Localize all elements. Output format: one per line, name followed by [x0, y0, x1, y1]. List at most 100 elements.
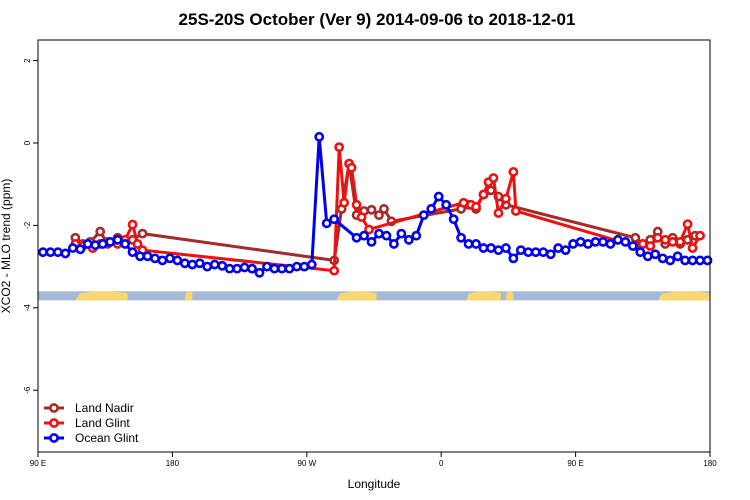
land-band-segment — [75, 291, 128, 301]
data-point — [150, 253, 160, 264]
data-point — [645, 241, 656, 251]
data-point — [478, 189, 489, 200]
data-point — [545, 249, 556, 260]
data-point — [508, 253, 519, 264]
data-point — [202, 261, 213, 272]
data-point — [291, 261, 302, 272]
data-point — [448, 214, 459, 225]
y-tick-label: 0 — [23, 140, 32, 145]
data-point — [627, 241, 638, 251]
data-point — [132, 239, 143, 249]
data-point — [334, 142, 345, 153]
data-point — [346, 162, 357, 173]
legend-entry: Land Glint — [44, 416, 130, 430]
data-point — [695, 255, 705, 266]
data-point — [667, 236, 678, 247]
data-point — [306, 259, 317, 270]
data-point — [299, 261, 310, 272]
x-axis-ticks: 90 E 180 90 W 0 90 E 180 — [30, 452, 717, 468]
data-point — [187, 259, 198, 270]
data-point — [508, 166, 519, 177]
data-point — [137, 228, 148, 239]
data-point — [239, 262, 250, 273]
data-point — [232, 263, 243, 274]
data-point — [501, 243, 511, 253]
data-point — [530, 247, 541, 258]
data-point — [486, 243, 496, 253]
data-point — [105, 236, 116, 247]
data-point — [381, 230, 392, 241]
data-point — [523, 247, 534, 258]
data-point — [135, 251, 145, 262]
data-point — [95, 226, 106, 237]
series-ocean-glint — [38, 131, 713, 278]
data-point — [463, 239, 474, 249]
data-point — [680, 255, 691, 266]
data-point — [605, 239, 616, 249]
data-point — [642, 251, 653, 262]
data-point — [590, 236, 601, 247]
data-point — [329, 265, 340, 276]
data-point — [314, 131, 325, 142]
data-point — [97, 239, 108, 249]
data-point — [67, 243, 78, 253]
data-point — [351, 232, 362, 243]
data-point — [665, 255, 676, 266]
data-point — [687, 255, 698, 266]
data-point — [411, 230, 422, 241]
data-point — [553, 243, 564, 253]
data-point — [675, 236, 686, 247]
data-point — [389, 239, 399, 249]
legend-label: Ocean Glint — [75, 431, 139, 445]
legend-entry: Ocean Glint — [44, 431, 139, 445]
data-point — [441, 199, 452, 210]
data-point — [179, 258, 190, 269]
series-layer — [38, 131, 713, 278]
data-point — [560, 245, 571, 256]
data-point — [217, 260, 228, 271]
data-point — [339, 197, 350, 208]
data-point — [366, 236, 377, 247]
y-tick-label: -6 — [23, 386, 32, 394]
data-point — [112, 234, 123, 245]
series-land-nadir — [70, 158, 700, 266]
data-point — [172, 255, 183, 266]
data-point — [458, 197, 469, 208]
x-tick-label: 180 — [166, 459, 180, 468]
data-point — [75, 244, 86, 255]
data-point — [53, 247, 63, 258]
data-point — [501, 193, 511, 204]
legend-entry: Land Nadir — [44, 401, 134, 415]
data-point — [635, 247, 646, 258]
data-point — [433, 191, 444, 202]
legend-swatch-marker — [49, 418, 59, 428]
data-point — [254, 267, 265, 278]
data-point — [209, 259, 220, 270]
y-tick-label: -4 — [23, 304, 32, 312]
data-point — [351, 199, 362, 210]
data-point — [687, 243, 698, 253]
data-point — [374, 228, 384, 239]
data-point — [321, 218, 332, 229]
x-tick-label: 90 E — [30, 459, 46, 468]
data-point — [702, 255, 713, 266]
data-point — [366, 204, 377, 215]
data-point — [194, 258, 205, 269]
data-point — [478, 243, 489, 253]
data-point — [575, 236, 586, 247]
data-point — [356, 212, 367, 223]
land-band-segment — [505, 291, 514, 301]
data-point — [568, 239, 579, 249]
y-tick-label: -2 — [23, 221, 32, 229]
data-point — [493, 245, 504, 256]
data-point — [247, 263, 257, 274]
data-point — [510, 206, 521, 216]
data-point — [650, 249, 661, 260]
land-band-segment — [657, 291, 710, 301]
x-tick-label: 90 W — [297, 459, 316, 468]
data-point — [456, 232, 467, 243]
surface-type-band — [38, 291, 710, 301]
legend-swatch-marker — [49, 403, 59, 413]
